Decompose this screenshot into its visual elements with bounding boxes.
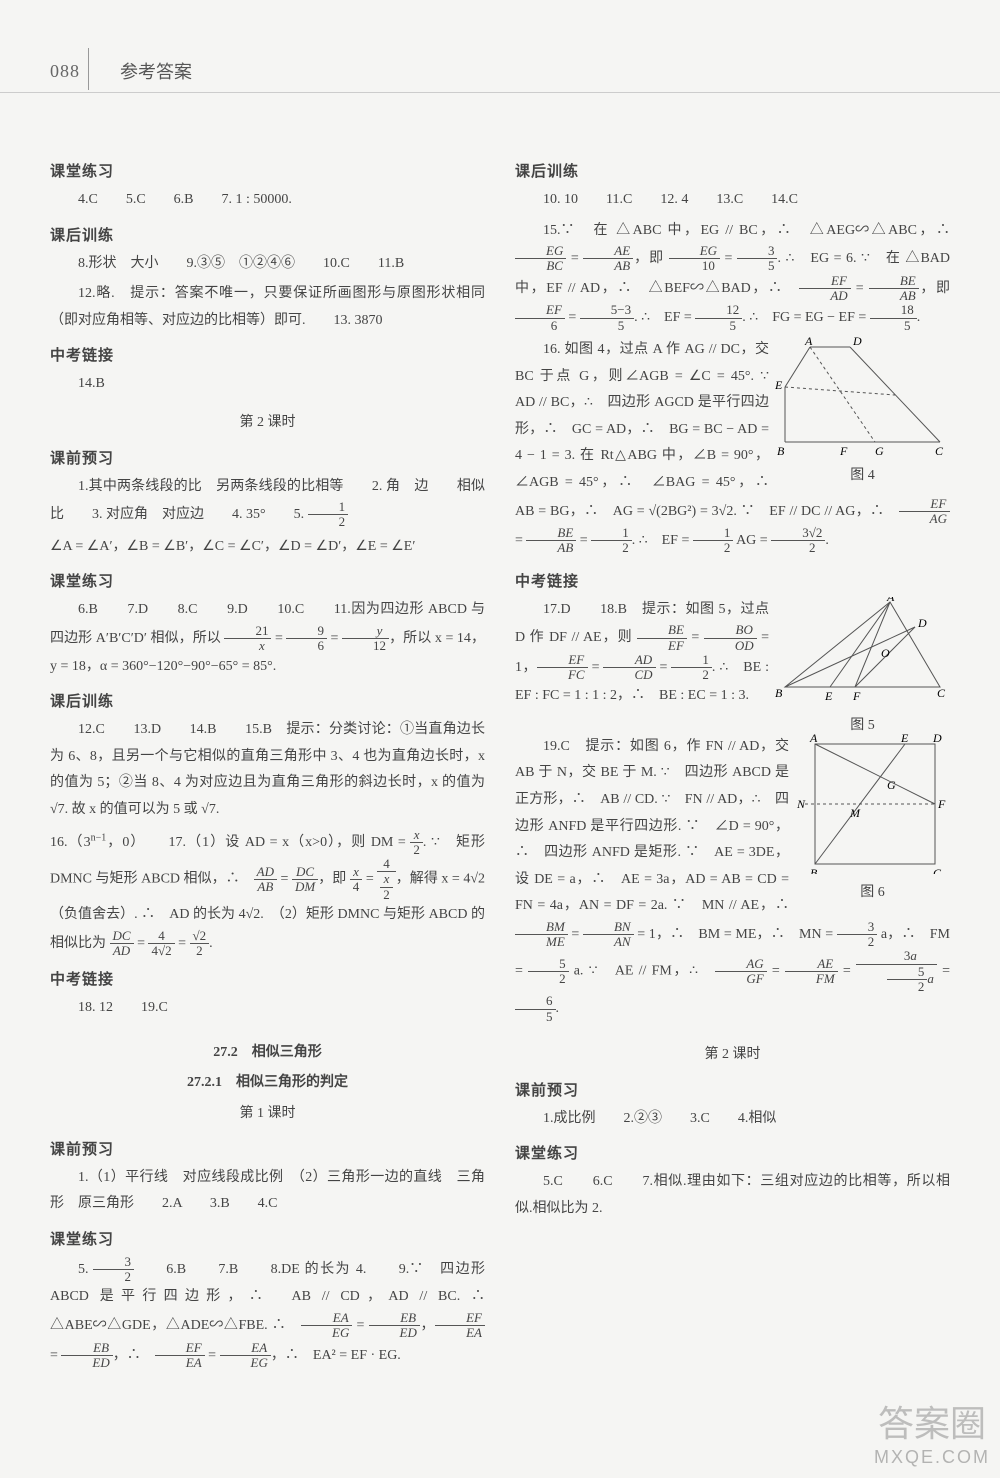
section-head: 课堂练习 bbox=[50, 160, 485, 181]
svg-text:E: E bbox=[824, 689, 833, 703]
svg-text:C: C bbox=[937, 686, 946, 700]
svg-text:B: B bbox=[775, 686, 783, 700]
triangle-icon: A D O B E F C bbox=[775, 597, 950, 707]
answer-line: 6.B 7.D 8.C 9.D 10.C 11.因为四边形 ABCD 与四边形 … bbox=[50, 597, 485, 680]
svg-text:D: D bbox=[917, 616, 927, 630]
svg-text:F: F bbox=[937, 797, 946, 811]
divider: 第 2 课时 bbox=[515, 1042, 950, 1069]
watermark: 答案圈 MXQE.COM bbox=[874, 1395, 990, 1468]
figure-6: A E D N M G F B C 图 6 bbox=[795, 734, 950, 901]
divider: 第 2 课时 bbox=[50, 410, 485, 437]
answer-line: 18. 12 19.C bbox=[50, 995, 485, 1022]
svg-text:O: O bbox=[881, 646, 890, 660]
section-head: 课前预习 bbox=[515, 1079, 950, 1100]
answer-line: 1.（1）平行线 对应线段成比例 （2）三角形一边的直线 三角形 原三角形 2.… bbox=[50, 1165, 485, 1218]
section-head: 中考链接 bbox=[50, 968, 485, 989]
answer-line: 10. 10 11.C 12. 4 13.C 14.C bbox=[515, 187, 950, 214]
svg-text:F: F bbox=[839, 444, 848, 457]
section-head: 课堂练习 bbox=[50, 570, 485, 591]
answer-line: 1.其中两条线段的比 另两条线段的比相等 2. 角 边 相似比 3. 对应角 对… bbox=[50, 474, 485, 530]
section-head: 课后训练 bbox=[50, 690, 485, 711]
section-head: 课后训练 bbox=[515, 160, 950, 181]
watermark-text: 答案圈 bbox=[874, 1395, 990, 1447]
answer-line: 5. 32 6.B 7.B 8.DE 的长为 4. 9.∵ 四边形 ABCD 是… bbox=[50, 1255, 485, 1370]
answer-line: 8.形状 大小 9.③⑤ ①②④⑥ 10.C 11.B bbox=[50, 251, 485, 278]
section-head: 课堂练习 bbox=[515, 1142, 950, 1163]
left-column: 课堂练习 4.C 5.C 6.B 7. 1 : 50000. 课后训练 8.形状… bbox=[50, 150, 485, 1374]
svg-text:N: N bbox=[796, 797, 806, 811]
svg-text:M: M bbox=[849, 806, 861, 820]
svg-text:A: A bbox=[804, 337, 813, 348]
page-header: 088 参考答案 bbox=[20, 58, 192, 92]
header-label: 参考答案 bbox=[120, 58, 192, 84]
svg-text:G: G bbox=[887, 778, 896, 792]
svg-text:G: G bbox=[875, 444, 884, 457]
answer-line: 4.C 5.C 6.B 7. 1 : 50000. bbox=[50, 187, 485, 214]
right-column: 课后训练 10. 10 11.C 12. 4 13.C 14.C 15.∵ 在 … bbox=[515, 150, 950, 1374]
svg-text:E: E bbox=[900, 734, 909, 745]
section-head: 课前预习 bbox=[50, 1138, 485, 1159]
answer-line: 12.略. 提示：答案不唯一，只要保证所画图形与原图形状相同（即对应角相等、对应… bbox=[50, 281, 485, 334]
divider: 27.2 相似三角形 bbox=[50, 1040, 485, 1067]
figure-4: A D E B F G C 图 4 bbox=[775, 337, 950, 484]
svg-text:C: C bbox=[935, 444, 944, 457]
answer-line: ∠A = ∠A′，∠B = ∠B′，∠C = ∠C′，∠D = ∠D′，∠E =… bbox=[50, 534, 485, 561]
square-icon: A E D N M G F B C bbox=[795, 734, 950, 874]
svg-text:D: D bbox=[852, 337, 862, 348]
svg-text:D: D bbox=[932, 734, 942, 745]
svg-text:A: A bbox=[886, 597, 895, 604]
answer-line: 15.∵ 在 △ABC 中，EG // BC，∴ △AEG∽△ABC，∴ EGB… bbox=[515, 218, 950, 333]
figure-5: A D O B E F C 图 5 bbox=[775, 597, 950, 734]
answer-line: 5.C 6.C 7.相似.理由如下：三组对应边的比相等，所以相似.相似比为 2. bbox=[515, 1169, 950, 1222]
answer-line: 14.B bbox=[50, 371, 485, 398]
svg-text:B: B bbox=[777, 444, 785, 457]
answer-line: 1.成比例 2.②③ 3.C 4.相似 bbox=[515, 1106, 950, 1133]
answer-line: 12.C 13.D 14.B 15.B 提示：分类讨论：①当直角边长为 6、8，… bbox=[50, 717, 485, 823]
svg-text:E: E bbox=[775, 378, 783, 392]
trapezoid-icon: A D E B F G C bbox=[775, 337, 950, 457]
svg-text:B: B bbox=[810, 866, 818, 874]
svg-text:F: F bbox=[852, 689, 861, 703]
section-head: 中考链接 bbox=[515, 570, 950, 591]
svg-text:C: C bbox=[933, 866, 942, 874]
section-head: 中考链接 bbox=[50, 344, 485, 365]
section-head: 课前预习 bbox=[50, 447, 485, 468]
page-number: 088 bbox=[20, 61, 80, 82]
header-hline bbox=[0, 92, 1000, 93]
answer-line: 16.（3n−1，0） 17.（1）设 AD = x（x>0），则 DM = x… bbox=[50, 828, 485, 959]
svg-text:A: A bbox=[809, 734, 818, 745]
header-divider bbox=[88, 48, 89, 90]
section-head: 课后训练 bbox=[50, 224, 485, 245]
divider: 第 1 课时 bbox=[50, 1101, 485, 1128]
watermark-url: MXQE.COM bbox=[874, 1447, 990, 1468]
section-head: 课堂练习 bbox=[50, 1228, 485, 1249]
divider: 27.2.1 相似三角形的判定 bbox=[50, 1070, 485, 1097]
